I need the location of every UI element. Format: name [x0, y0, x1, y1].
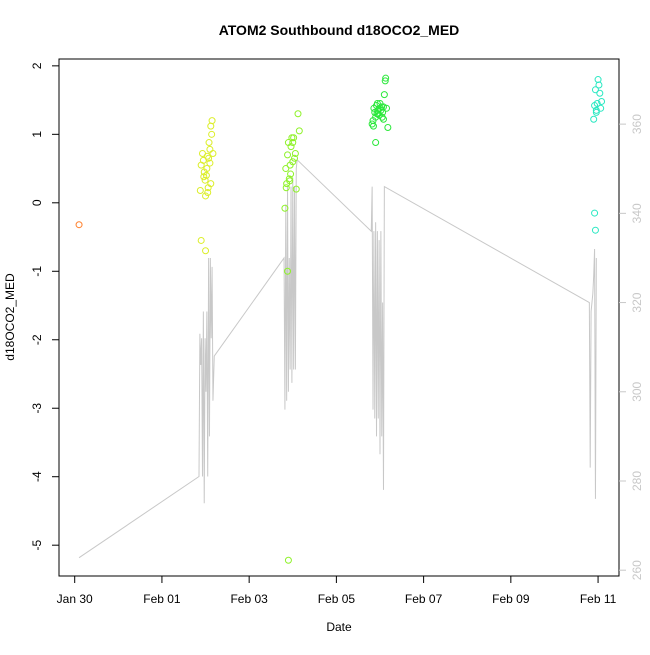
data-point [369, 122, 377, 130]
data-point [205, 154, 213, 162]
data-point [596, 89, 604, 97]
data-point [196, 186, 204, 194]
x-tick-label: Feb 03 [230, 592, 268, 606]
data-point [381, 77, 389, 85]
series-line [78, 158, 597, 559]
data-point [281, 204, 289, 212]
data-point [591, 86, 599, 94]
data-point [597, 104, 605, 112]
data-point [286, 177, 294, 185]
x-axis-label: Date [326, 620, 352, 634]
data-point [287, 170, 295, 178]
line-layer [78, 158, 597, 559]
data-point [294, 110, 302, 118]
data-point [592, 108, 600, 116]
data-point [373, 110, 381, 118]
data-point [289, 139, 297, 147]
data-point [592, 106, 600, 114]
x-tick-label: Feb 01 [143, 592, 181, 606]
data-point [203, 165, 211, 173]
plot-frame [58, 58, 620, 577]
y-tick-label: -5 [30, 540, 44, 551]
data-point [591, 226, 599, 234]
data-point [372, 139, 380, 147]
x-tick-label: Feb 11 [580, 592, 617, 606]
data-point [207, 180, 215, 188]
y-tick-label: -4 [30, 471, 44, 482]
y-tick-label: 2 [30, 62, 44, 69]
data-point [384, 123, 392, 131]
data-point [201, 176, 209, 184]
y2-tick-label: 360 [630, 114, 644, 134]
y-tick-label: 1 [30, 131, 44, 138]
data-point [295, 127, 303, 135]
data-point [75, 221, 83, 229]
y-axis-label: d18OCO2_MED [3, 273, 17, 361]
y2-tick-label: 340 [630, 203, 644, 223]
y-tick-label: -3 [30, 403, 44, 414]
data-point [202, 192, 210, 200]
data-point [289, 158, 297, 166]
data-point [595, 81, 603, 89]
x-tick-label: Jan 30 [57, 592, 93, 606]
data-point [208, 130, 216, 138]
data-point [205, 139, 213, 147]
chart-title: ATOM2 Southbound d18OCO2_MED [219, 22, 460, 38]
data-point [197, 236, 205, 244]
data-point [284, 267, 292, 275]
data-point [206, 145, 214, 153]
data-point [208, 117, 216, 125]
data-point [590, 115, 598, 123]
data-point [291, 150, 299, 157]
x-tick-label: Feb 05 [318, 592, 356, 606]
x-tick-label: Feb 07 [405, 592, 443, 606]
data-point [202, 247, 210, 255]
data-point [378, 113, 386, 121]
data-point [200, 173, 208, 181]
data-point [380, 91, 388, 99]
y-tick-label: -2 [30, 334, 44, 345]
points-layer [75, 74, 606, 564]
data-point [374, 106, 382, 114]
data-point [593, 100, 601, 108]
data-point [284, 556, 292, 564]
x-tick-label: Feb 09 [492, 592, 530, 606]
data-point [379, 103, 387, 111]
y2-tick-label: 320 [630, 292, 644, 312]
data-point [291, 154, 299, 162]
data-point [282, 165, 290, 173]
data-point [591, 209, 599, 217]
data-point [290, 134, 298, 142]
y2-tick-label: 300 [630, 381, 644, 401]
data-point [206, 159, 214, 167]
data-point [282, 184, 290, 192]
data-point [287, 143, 295, 151]
data-point [284, 151, 292, 159]
axes-layer: Jan 30 Feb 01 Feb 03 Feb 05 Feb 07 Feb 09 Feb … [30, 62, 644, 606]
y2-tick-label: 260 [630, 560, 644, 580]
data-point [598, 97, 606, 105]
data-point [292, 185, 300, 193]
y-tick-label: -1 [30, 266, 44, 277]
y-tick-label: 0 [30, 199, 44, 206]
data-point [204, 189, 212, 197]
y2-tick-label: 280 [630, 471, 644, 491]
data-point [382, 74, 390, 82]
